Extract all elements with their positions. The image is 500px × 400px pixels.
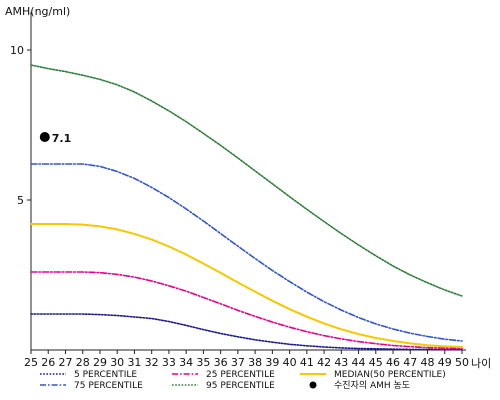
x-tick-label: 32 — [145, 356, 159, 369]
series-line-5-percentile — [30, 313, 463, 351]
x-tick-label: 36 — [214, 356, 228, 369]
y-axis-label: AMH(ng/ml) — [5, 5, 70, 18]
legend-label: 75 PERCENTILE — [74, 381, 143, 391]
x-tick-label: 43 — [334, 356, 348, 369]
legend-label: 95 PERCENTILE — [206, 381, 275, 391]
legend-label: 5 PERCENTILE — [74, 370, 137, 380]
x-tick-label: 40 — [283, 356, 297, 369]
legend-label: MEDIAN(50 PERCENTILE) — [334, 370, 446, 380]
x-tick-label: 38 — [248, 356, 262, 369]
x-tick-label: 42 — [317, 356, 331, 369]
x-tick-label: 50 — [455, 356, 469, 369]
x-tick-label: 41 — [300, 356, 314, 369]
patient-marker-layer: 7.1 — [39, 132, 72, 145]
x-tick-label: 27 — [58, 356, 72, 369]
x-tick-label: 46 — [386, 356, 400, 369]
x-tick-label: 33 — [162, 356, 176, 369]
x-tick-label: 44 — [352, 356, 366, 369]
legend: 5 PERCENTILE 25 PERCENTILE MEDIAN(50 PERCE… — [40, 370, 446, 391]
x-tick-label: 35 — [196, 356, 210, 369]
x-tick-label: 49 — [438, 356, 452, 369]
x-tick-label: 34 — [179, 356, 193, 369]
x-tick-label: 47 — [403, 356, 417, 369]
x-tick-label: 31 — [127, 356, 141, 369]
y-tick-label: 5 — [17, 194, 24, 207]
series-layer — [30, 64, 463, 351]
legend-marker-swatch — [309, 381, 317, 389]
x-tick-label: 39 — [265, 356, 279, 369]
series-line-75-percentile — [30, 163, 463, 342]
x-tick-label: 45 — [369, 356, 383, 369]
series-line-25-percentile — [30, 271, 463, 350]
x-tick-label: 29 — [93, 356, 107, 369]
y-tick-label: 10 — [10, 44, 24, 57]
series-line-median-50-percentile — [30, 223, 463, 348]
x-tick-label: 28 — [76, 356, 90, 369]
x-tick-label: 25 — [24, 356, 38, 369]
patient-amh-label: 7.1 — [52, 132, 72, 145]
x-tick-label: 48 — [421, 356, 435, 369]
x-axis-label: 나이 — [471, 357, 491, 370]
patient-amh-point — [39, 132, 50, 142]
legend-marker-label: 수진자의 AMH 농도 — [334, 380, 410, 391]
legend-label: 25 PERCENTILE — [206, 370, 275, 380]
x-tick-label: 37 — [231, 356, 245, 369]
series-line-95-percentile — [30, 64, 463, 297]
x-tick-label: 30 — [110, 356, 124, 369]
x-tick-label: 26 — [41, 356, 55, 369]
